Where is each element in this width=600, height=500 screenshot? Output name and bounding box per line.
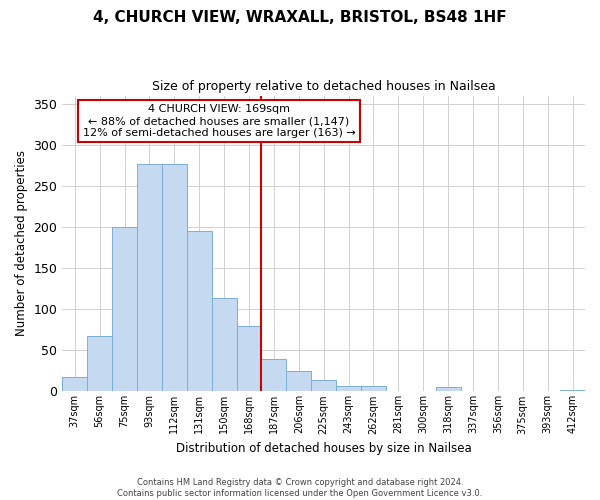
Bar bbox=[87, 336, 112, 392]
Bar bbox=[212, 298, 236, 392]
Bar bbox=[361, 386, 386, 392]
X-axis label: Distribution of detached houses by size in Nailsea: Distribution of detached houses by size … bbox=[176, 442, 472, 455]
Bar bbox=[286, 371, 311, 392]
Y-axis label: Number of detached properties: Number of detached properties bbox=[15, 150, 28, 336]
Bar bbox=[112, 227, 137, 392]
Text: Contains HM Land Registry data © Crown copyright and database right 2024.
Contai: Contains HM Land Registry data © Crown c… bbox=[118, 478, 482, 498]
Text: 4 CHURCH VIEW: 169sqm
← 88% of detached houses are smaller (1,147)
12% of semi-d: 4 CHURCH VIEW: 169sqm ← 88% of detached … bbox=[83, 104, 355, 138]
Bar bbox=[262, 358, 286, 392]
Bar bbox=[187, 231, 212, 392]
Bar bbox=[162, 164, 187, 392]
Title: Size of property relative to detached houses in Nailsea: Size of property relative to detached ho… bbox=[152, 80, 496, 93]
Bar bbox=[62, 376, 87, 392]
Bar bbox=[336, 386, 361, 392]
Bar bbox=[560, 390, 585, 392]
Bar bbox=[137, 164, 162, 392]
Bar bbox=[436, 388, 461, 392]
Bar bbox=[236, 326, 262, 392]
Bar bbox=[311, 380, 336, 392]
Text: 4, CHURCH VIEW, WRAXALL, BRISTOL, BS48 1HF: 4, CHURCH VIEW, WRAXALL, BRISTOL, BS48 1… bbox=[93, 10, 507, 25]
